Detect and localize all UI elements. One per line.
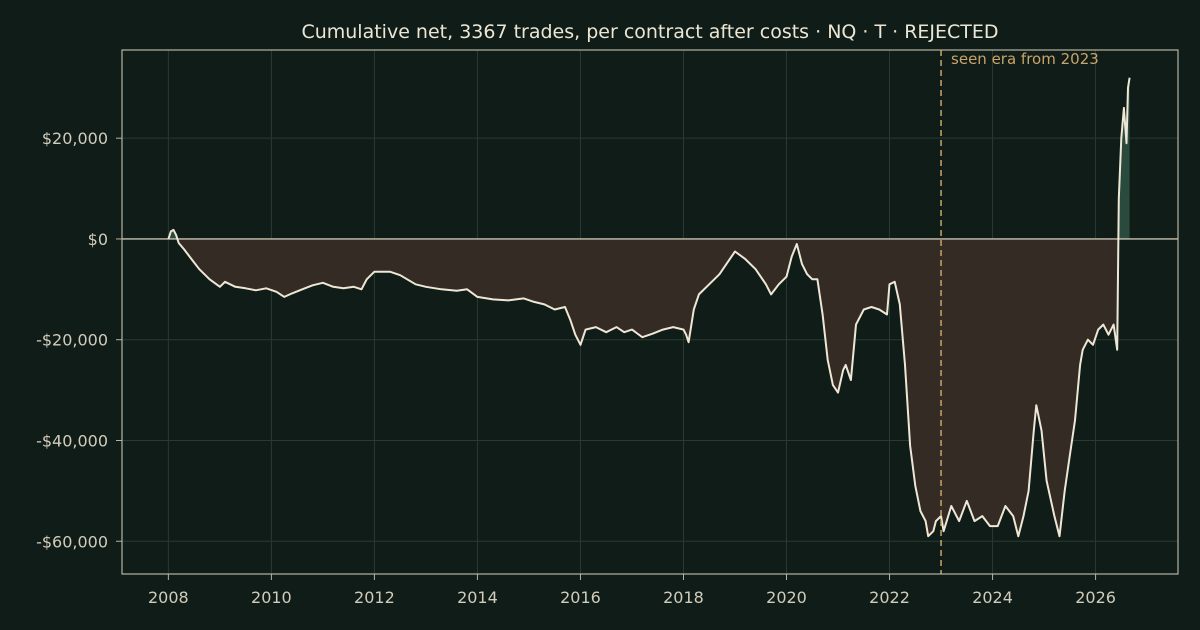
y-tick-label: $20,000 (42, 129, 108, 148)
y-tick-label: $0 (88, 230, 108, 249)
x-tick-label: 2012 (354, 588, 395, 607)
y-tick-label: -$60,000 (36, 532, 108, 551)
y-tick-label: -$20,000 (36, 331, 108, 350)
x-tick-label: 2010 (251, 588, 292, 607)
x-tick-label: 2016 (560, 588, 601, 607)
chart-title: Cumulative net, 3367 trades, per contrac… (301, 21, 998, 43)
tick-layer: 2008 2010 2012 2014 2016 2018 2020 2022 2024 2026… (36, 129, 1116, 607)
series-line-layer (167, 77, 1131, 538)
x-tick-label: 2014 (457, 588, 498, 607)
annotation-layer: seen era from 2023 (940, 50, 1099, 574)
x-tick-label: 2018 (663, 588, 704, 607)
x-tick-label: 2008 (148, 588, 189, 607)
seen-era-label: seen era from 2023 (951, 50, 1099, 68)
axes-frame (121, 49, 1179, 575)
drawdown-fill (177, 238, 1119, 537)
x-tick-label: 2026 (1075, 588, 1116, 607)
x-tick-label: 2020 (766, 588, 807, 607)
y-tick-label: -$40,000 (36, 431, 108, 450)
x-tick-label: 2022 (869, 588, 910, 607)
area-fill (168, 77, 1130, 537)
cumulative-net-line (167, 77, 1131, 538)
x-tick-label: 2024 (972, 588, 1013, 607)
